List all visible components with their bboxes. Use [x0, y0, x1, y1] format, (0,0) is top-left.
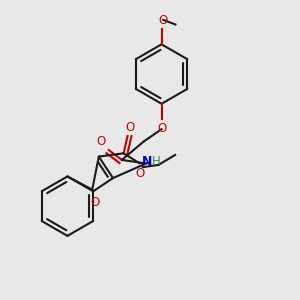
Text: O: O — [97, 135, 106, 148]
Text: N: N — [142, 155, 152, 168]
Text: O: O — [159, 14, 168, 27]
Text: H: H — [152, 155, 160, 168]
Text: O: O — [136, 167, 145, 180]
Text: O: O — [125, 122, 134, 134]
Text: O: O — [157, 122, 166, 135]
Text: O: O — [90, 196, 100, 208]
